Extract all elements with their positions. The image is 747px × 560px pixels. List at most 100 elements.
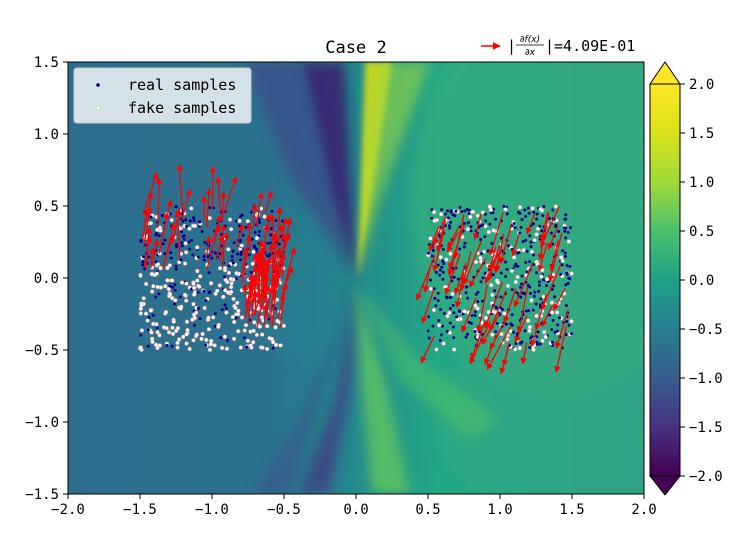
- gradient-arrow: [514, 315, 528, 343]
- real-sample-point: [440, 208, 444, 212]
- fake-sample-point: [566, 239, 572, 244]
- gradient-arrow: [145, 226, 153, 269]
- real-sample-point: [210, 256, 214, 260]
- fake-sample-point: [155, 227, 160, 232]
- gradient-arrow: [511, 234, 520, 257]
- fake-sample-point: [191, 302, 196, 307]
- real-sample-point: [231, 261, 235, 265]
- real-sample-point: [504, 274, 508, 278]
- real-sample-point: [196, 291, 200, 295]
- fake-sample-point: [155, 330, 160, 335]
- gradient-arrow: [244, 279, 255, 319]
- fake-sample-point: [527, 328, 532, 334]
- real-sample-point: [436, 263, 440, 267]
- fake-sample-point: [239, 315, 245, 320]
- fake-sample-point: [173, 298, 178, 303]
- gradient-arrow: [526, 213, 536, 235]
- gradient-arrow: [454, 262, 467, 295]
- fake-sample-point: [444, 257, 449, 262]
- real-sample-point: [175, 244, 179, 248]
- real-sample-point: [553, 295, 557, 299]
- gradient-arrow: [241, 283, 249, 313]
- fake-sample-point: [442, 284, 448, 290]
- y-tick-label: −1.5: [25, 487, 59, 503]
- fake-sample-point: [505, 337, 510, 342]
- real-sample-point: [429, 278, 433, 282]
- fake-sample-point: [246, 277, 251, 282]
- fake-sample-point: [554, 310, 560, 315]
- real-sample-point: [536, 330, 540, 334]
- gradient-arrow: [486, 325, 512, 371]
- colorbar-tick-label: 1.0: [689, 175, 714, 191]
- fake-sample-point: [535, 262, 540, 267]
- colorbar-extend-bottom: [648, 475, 682, 496]
- real-sample-point: [223, 303, 227, 307]
- fake-sample-point: [540, 267, 545, 273]
- fake-sample-point: [281, 323, 287, 328]
- fake-sample-point: [192, 292, 197, 297]
- legend-box: [73, 67, 252, 124]
- real-sample-point: [493, 289, 497, 293]
- real-sample-point: [454, 209, 458, 213]
- real-sample-point: [430, 208, 434, 212]
- fake-sample-point: [527, 324, 533, 330]
- real-sample-point: [531, 308, 535, 312]
- real-sample-point: [430, 216, 434, 220]
- gradient-arrow: [155, 177, 163, 228]
- real-sample-point: [247, 253, 251, 257]
- real-sample-point: [206, 255, 210, 259]
- fake-sample-point: [230, 314, 235, 320]
- fake-sample-point: [231, 296, 236, 302]
- fake-sample-point: [233, 305, 238, 311]
- fake-sample-point: [487, 204, 493, 209]
- gradient-arrow: [422, 267, 431, 293]
- real-sample-point: [232, 241, 236, 245]
- fake-sample-point: [489, 283, 494, 288]
- gradient-arrow: [220, 176, 238, 221]
- fake-sample-point: [502, 311, 507, 316]
- gradient-arrow: [261, 271, 269, 319]
- real-sample-point: [549, 231, 553, 235]
- real-sample-point: [431, 249, 435, 253]
- gradient-arrow: [143, 206, 153, 247]
- real-sample-point: [538, 224, 542, 228]
- gradient-arrow: [236, 223, 245, 247]
- fake-sample-point: [265, 324, 270, 329]
- gradient-arrow: [421, 289, 435, 324]
- real-sample-point: [458, 247, 462, 251]
- real-sample-point: [187, 240, 191, 244]
- fake-sample-point: [185, 328, 190, 333]
- real-sample-point: [460, 209, 464, 213]
- fake-sample-point: [184, 341, 189, 346]
- colorbar-tick-label: 2.0: [689, 77, 714, 93]
- real-sample-point: [533, 290, 537, 294]
- real-sample-point: [180, 244, 184, 248]
- fake-sample-point: [208, 281, 214, 286]
- real-sample-point: [218, 252, 222, 256]
- real-sample-point: [436, 299, 440, 303]
- real-sample-point: [466, 332, 470, 336]
- real-sample-point: [484, 212, 488, 216]
- fake-sample-point: [217, 283, 222, 288]
- real-sample-point: [567, 276, 571, 280]
- real-sample-point: [483, 271, 487, 275]
- chart-title: Case 2: [325, 38, 386, 58]
- real-sample-point: [449, 210, 453, 214]
- x-tick-label: 1.5: [559, 502, 584, 518]
- fake-sample-point: [559, 255, 564, 260]
- real-sample-point: [564, 213, 568, 217]
- fake-sample-point: [139, 328, 145, 333]
- fake-sample-point: [225, 279, 230, 285]
- fake-sample-point: [529, 298, 534, 303]
- fake-sample-point: [475, 213, 480, 218]
- fake-sample-point: [194, 332, 199, 337]
- real-sample-point: [244, 225, 248, 229]
- real-sample-point: [463, 241, 467, 245]
- fake-sample-point: [517, 205, 523, 210]
- fake-sample-point: [219, 345, 225, 351]
- real-sample-point: [544, 284, 548, 288]
- real-sample-point: [204, 299, 208, 303]
- fake-sample-point: [511, 255, 517, 260]
- gradient-arrow: [176, 164, 184, 210]
- fake-sample-point: [439, 212, 444, 217]
